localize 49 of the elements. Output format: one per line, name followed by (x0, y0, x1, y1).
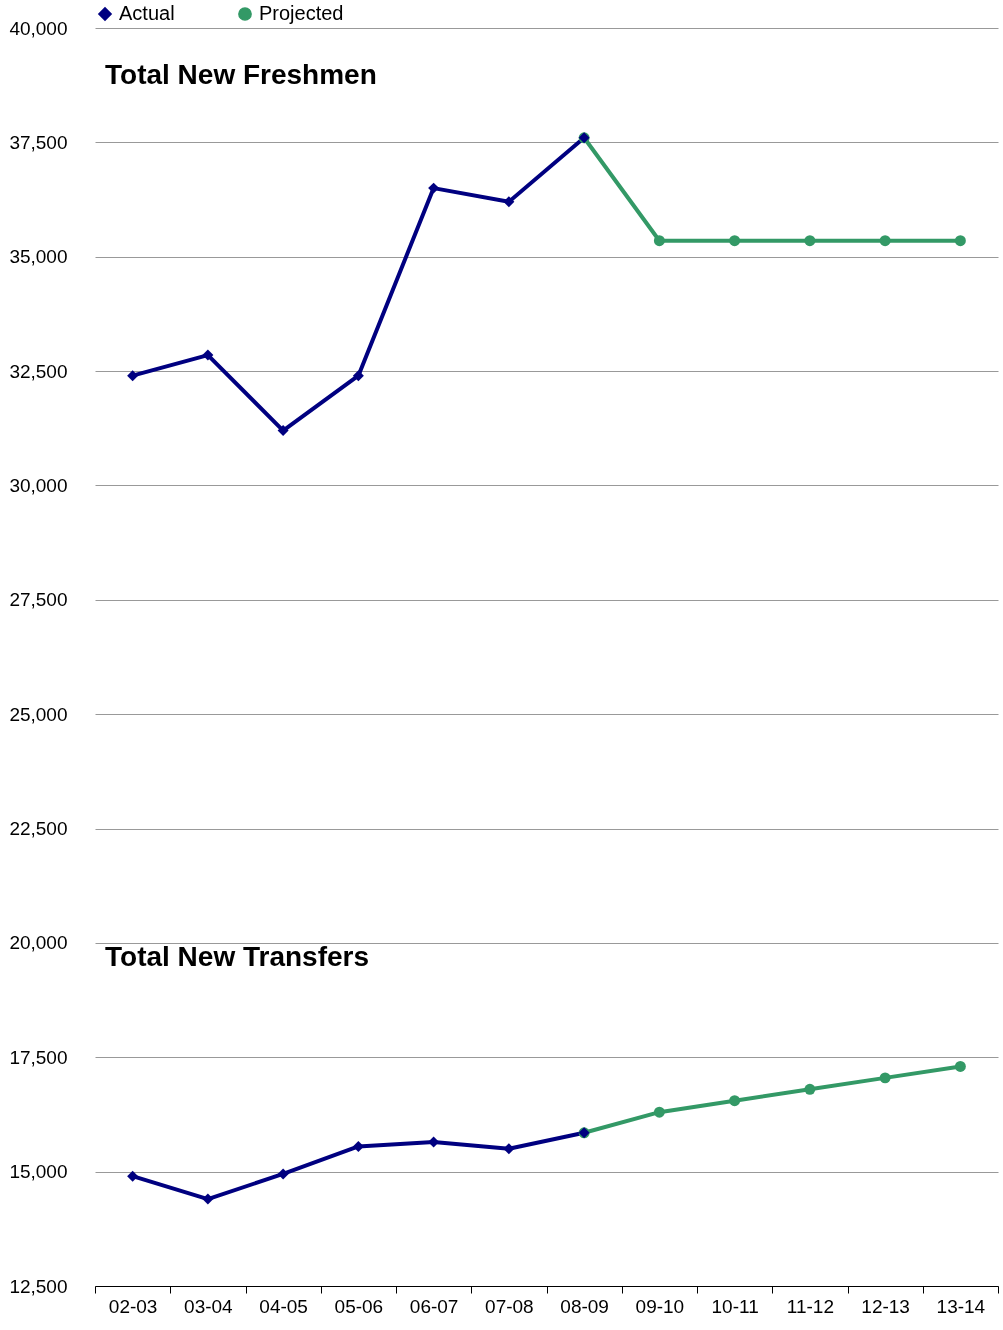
y-tick-label: 40,000 (9, 17, 68, 39)
legend-label: Projected (259, 2, 344, 24)
y-tick-label: 35,000 (9, 246, 68, 268)
point (653, 235, 665, 247)
point (729, 1095, 741, 1107)
point (352, 1141, 364, 1152)
point (653, 1106, 665, 1118)
y-tick-label: 17,500 (9, 1046, 68, 1068)
x-tick-label: 02-03 (108, 1295, 158, 1317)
y-tick-label: 12,500 (9, 1275, 68, 1297)
x-tick-label: 12-13 (861, 1295, 910, 1317)
y-tick-label: 25,000 (9, 703, 68, 725)
y-tick-label: 27,500 (9, 589, 68, 611)
x-tick-label: 04-05 (259, 1295, 308, 1317)
point (503, 1143, 515, 1155)
point (879, 235, 891, 247)
x-tick-label: 05-06 (334, 1295, 384, 1317)
point (729, 235, 741, 247)
y-tick-label: 22,500 (9, 818, 68, 840)
point (879, 1072, 891, 1084)
point (352, 370, 364, 382)
point (428, 182, 440, 194)
point (954, 1060, 966, 1072)
y-tick-label: 30,000 (9, 474, 68, 496)
x-tick-label: 13-14 (936, 1295, 986, 1317)
point (954, 235, 966, 247)
point (277, 1168, 289, 1180)
legend-label: Actual (119, 2, 175, 24)
x-tick-label: 03-04 (184, 1295, 234, 1317)
point (127, 370, 139, 382)
annotation: Total New Freshmen (105, 59, 377, 90)
y-tick-label: 15,000 (9, 1161, 68, 1183)
y-tick-label: 32,500 (9, 360, 68, 382)
point (503, 196, 515, 208)
x-tick-label: 09-10 (635, 1295, 685, 1317)
point (277, 425, 289, 437)
x-tick-label: 06-07 (409, 1295, 459, 1317)
point (804, 1083, 816, 1095)
x-tick-label: 11-12 (786, 1295, 834, 1317)
point (127, 1170, 139, 1182)
point (202, 349, 214, 361)
point (202, 1193, 214, 1205)
x-tick-label: 08-09 (560, 1295, 609, 1317)
y-tick-label: 20,000 (9, 932, 68, 954)
x-tick-label: 10-11 (711, 1295, 759, 1317)
x-tick-label: 07-08 (485, 1295, 534, 1317)
y-tick-label: 37,500 (9, 131, 68, 153)
point (804, 235, 816, 247)
annotation: Total New Transfers (105, 941, 370, 972)
